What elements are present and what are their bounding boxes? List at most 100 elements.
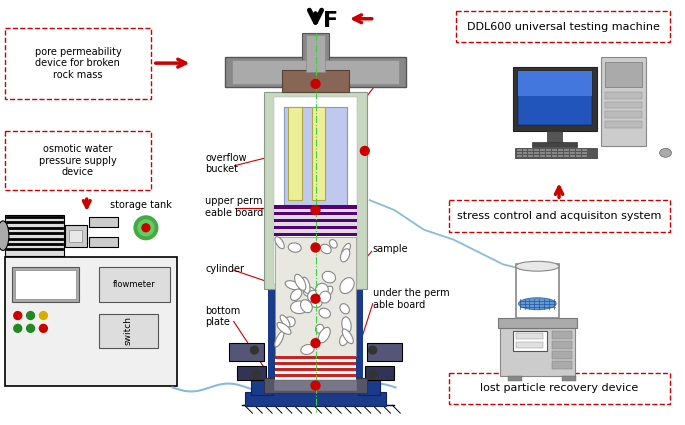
Ellipse shape <box>285 317 295 327</box>
FancyBboxPatch shape <box>606 62 642 87</box>
Circle shape <box>311 339 320 348</box>
Ellipse shape <box>321 244 331 254</box>
Text: flowmeter: flowmeter <box>113 280 155 289</box>
FancyBboxPatch shape <box>69 230 82 241</box>
FancyBboxPatch shape <box>275 365 356 368</box>
Ellipse shape <box>310 295 322 308</box>
FancyBboxPatch shape <box>528 149 534 151</box>
FancyBboxPatch shape <box>552 351 572 359</box>
FancyBboxPatch shape <box>606 102 642 108</box>
Ellipse shape <box>290 301 308 314</box>
FancyBboxPatch shape <box>546 155 551 157</box>
FancyBboxPatch shape <box>500 329 575 376</box>
FancyBboxPatch shape <box>564 152 569 154</box>
Ellipse shape <box>340 278 354 294</box>
Text: overflow
bucket: overflow bucket <box>205 153 247 175</box>
Ellipse shape <box>660 148 671 157</box>
FancyBboxPatch shape <box>274 209 357 212</box>
Ellipse shape <box>285 280 300 290</box>
Ellipse shape <box>319 308 330 318</box>
Text: switch: switch <box>124 316 133 345</box>
FancyBboxPatch shape <box>552 155 557 157</box>
FancyBboxPatch shape <box>275 377 356 380</box>
FancyBboxPatch shape <box>534 149 539 151</box>
FancyBboxPatch shape <box>366 343 402 361</box>
FancyBboxPatch shape <box>275 356 356 359</box>
FancyBboxPatch shape <box>456 11 671 42</box>
FancyBboxPatch shape <box>236 366 266 380</box>
FancyBboxPatch shape <box>358 378 379 395</box>
Text: sample: sample <box>373 244 408 255</box>
FancyBboxPatch shape <box>232 60 399 84</box>
Circle shape <box>138 220 154 236</box>
FancyBboxPatch shape <box>540 152 545 154</box>
FancyBboxPatch shape <box>274 215 357 219</box>
Text: tray: tray <box>382 74 403 84</box>
FancyBboxPatch shape <box>274 205 357 209</box>
Ellipse shape <box>342 329 353 344</box>
Circle shape <box>142 224 150 232</box>
Circle shape <box>134 216 158 240</box>
Ellipse shape <box>319 327 330 343</box>
Text: lid: lid <box>235 74 247 84</box>
Circle shape <box>14 312 22 320</box>
FancyBboxPatch shape <box>251 378 273 395</box>
FancyBboxPatch shape <box>275 371 356 374</box>
Ellipse shape <box>322 271 336 283</box>
Circle shape <box>360 147 369 155</box>
FancyBboxPatch shape <box>534 152 539 154</box>
Circle shape <box>14 324 22 332</box>
FancyBboxPatch shape <box>274 222 357 226</box>
FancyBboxPatch shape <box>284 107 347 205</box>
FancyBboxPatch shape <box>282 70 349 92</box>
Ellipse shape <box>280 315 290 327</box>
Ellipse shape <box>301 277 310 293</box>
FancyBboxPatch shape <box>89 217 119 227</box>
Ellipse shape <box>288 243 301 252</box>
Circle shape <box>311 79 320 88</box>
Ellipse shape <box>301 345 314 354</box>
Ellipse shape <box>319 291 331 303</box>
Text: stress control and acquisiton system: stress control and acquisiton system <box>457 211 661 221</box>
FancyBboxPatch shape <box>264 378 366 394</box>
Text: upper perm
eable board: upper perm eable board <box>205 196 263 218</box>
FancyBboxPatch shape <box>274 212 357 215</box>
Ellipse shape <box>516 261 559 271</box>
FancyBboxPatch shape <box>12 267 79 302</box>
FancyBboxPatch shape <box>558 155 563 157</box>
Ellipse shape <box>340 304 349 314</box>
Text: cylinder: cylinder <box>205 264 244 274</box>
FancyBboxPatch shape <box>552 152 557 154</box>
Ellipse shape <box>275 332 284 347</box>
FancyBboxPatch shape <box>606 111 642 118</box>
FancyBboxPatch shape <box>523 149 527 151</box>
Ellipse shape <box>316 324 324 333</box>
Ellipse shape <box>301 300 312 313</box>
FancyBboxPatch shape <box>15 270 76 299</box>
FancyBboxPatch shape <box>532 142 577 147</box>
Circle shape <box>311 295 320 303</box>
FancyBboxPatch shape <box>570 152 575 154</box>
FancyBboxPatch shape <box>540 149 545 151</box>
FancyBboxPatch shape <box>552 149 557 151</box>
Circle shape <box>311 206 320 215</box>
Text: lost particle recovery device: lost particle recovery device <box>480 383 638 394</box>
FancyBboxPatch shape <box>523 152 527 154</box>
FancyBboxPatch shape <box>229 343 264 361</box>
Circle shape <box>311 243 320 252</box>
FancyBboxPatch shape <box>552 341 572 349</box>
Text: osmotic water
pressure supply
device: osmotic water pressure supply device <box>39 144 116 177</box>
FancyBboxPatch shape <box>516 333 543 339</box>
Ellipse shape <box>340 249 350 262</box>
FancyBboxPatch shape <box>552 332 572 339</box>
FancyBboxPatch shape <box>274 96 357 284</box>
FancyBboxPatch shape <box>99 267 170 302</box>
Circle shape <box>40 324 47 332</box>
Text: under the perm
able board: under the perm able board <box>373 288 449 309</box>
FancyBboxPatch shape <box>274 229 357 233</box>
Ellipse shape <box>316 283 328 296</box>
FancyBboxPatch shape <box>5 28 151 99</box>
Circle shape <box>251 346 258 354</box>
FancyBboxPatch shape <box>558 149 563 151</box>
Ellipse shape <box>290 289 302 300</box>
